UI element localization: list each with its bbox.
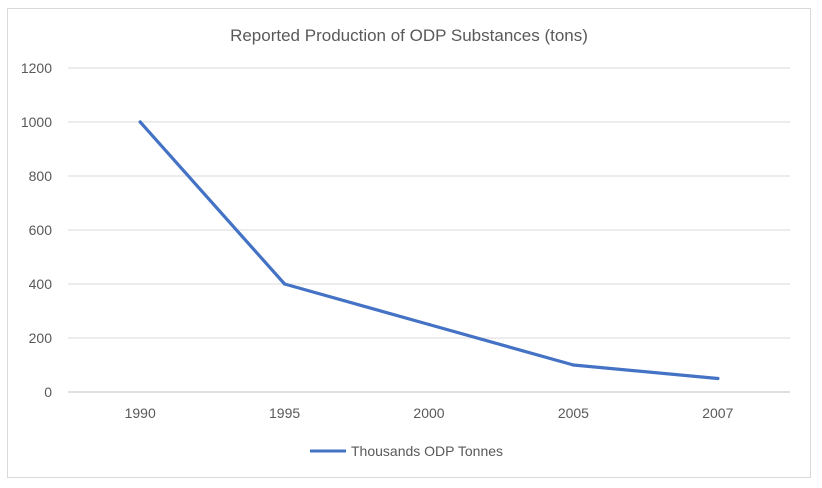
series-layer bbox=[138, 120, 720, 381]
data-point bbox=[138, 120, 142, 124]
gridlines bbox=[68, 67, 790, 393]
y-tick-label: 1200 bbox=[21, 60, 52, 76]
chart-area bbox=[7, 8, 811, 478]
x-tick-label: 1990 bbox=[125, 405, 156, 421]
legend-label: Thousands ODP Tonnes bbox=[351, 443, 503, 459]
y-axis-ticks: 0 200 400 600 800 1000 1200 bbox=[21, 60, 52, 400]
legend: Thousands ODP Tonnes bbox=[310, 443, 503, 459]
data-point bbox=[716, 376, 720, 381]
data-point bbox=[571, 363, 576, 367]
series-line bbox=[138, 120, 720, 381]
y-tick-label: 600 bbox=[29, 222, 53, 238]
chart-title: Reported Production of ODP Substances (t… bbox=[230, 26, 588, 45]
x-tick-label: 2007 bbox=[702, 405, 733, 421]
x-axis-ticks: 1990 1995 2000 2005 2007 bbox=[125, 405, 734, 421]
y-tick-label: 1000 bbox=[21, 114, 52, 130]
y-tick-label: 0 bbox=[44, 384, 52, 400]
x-tick-label: 2005 bbox=[558, 405, 589, 421]
data-point bbox=[283, 282, 287, 286]
y-tick-label: 200 bbox=[29, 330, 53, 346]
y-tick-label: 800 bbox=[29, 168, 53, 184]
data-point bbox=[427, 322, 431, 327]
x-tick-label: 2000 bbox=[413, 405, 444, 421]
y-tick-label: 400 bbox=[29, 276, 53, 292]
x-tick-label: 1995 bbox=[269, 405, 300, 421]
